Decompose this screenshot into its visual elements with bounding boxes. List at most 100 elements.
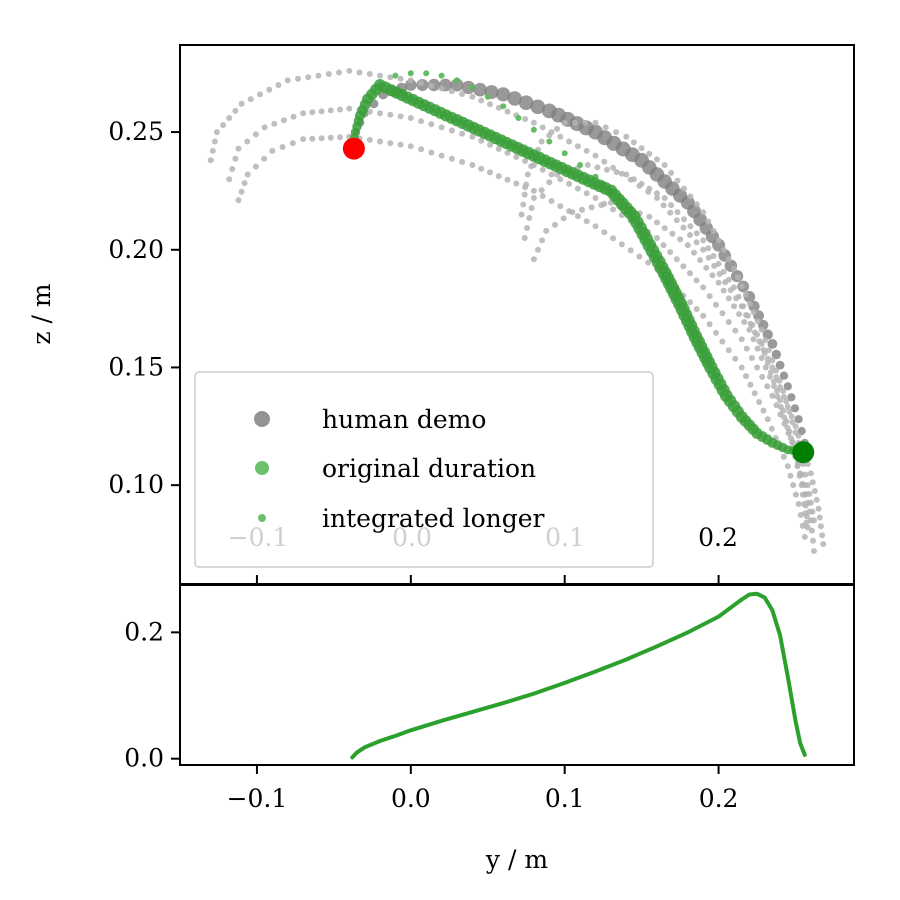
- integrated-longer-point: [407, 70, 414, 77]
- human-demo-point: [751, 390, 758, 397]
- human-demo-point: [787, 472, 794, 479]
- human-demo-point: [630, 176, 637, 183]
- human-demo-point: [806, 491, 813, 497]
- human-demo-point: [790, 404, 800, 413]
- human-demo-point: [557, 133, 564, 140]
- human-demo-point: [817, 523, 824, 530]
- human-demo-point: [539, 193, 546, 199]
- top-ytick-label: 0.20: [108, 235, 164, 264]
- integrated-longer-point: [469, 84, 476, 91]
- human-demo-point: [574, 143, 581, 150]
- human-demo-point: [700, 237, 707, 244]
- human-demo-point: [798, 482, 805, 489]
- human-demo-point: [687, 299, 693, 306]
- human-demo-point: [732, 327, 739, 334]
- human-demo-point: [405, 79, 417, 91]
- human-demo-point: [768, 425, 775, 432]
- human-demo-point: [687, 232, 693, 238]
- human-demo-point: [807, 470, 814, 477]
- human-demo-point: [710, 253, 717, 259]
- integrated-longer-point: [577, 162, 584, 168]
- human-demo-point: [271, 120, 278, 127]
- legend-marker-human-demo: [254, 411, 270, 427]
- top-data-layer: [207, 67, 827, 554]
- human-demo-point: [252, 163, 259, 170]
- human-demo-point: [654, 195, 660, 201]
- human-demo-point: [523, 181, 530, 188]
- human-demo-point: [687, 270, 693, 277]
- human-demo-point: [710, 227, 717, 234]
- human-demo-point: [552, 221, 558, 228]
- human-demo-point: [693, 277, 700, 284]
- human-demo-point: [687, 193, 694, 200]
- human-demo-point: [638, 145, 645, 152]
- human-demo-point: [539, 237, 546, 244]
- end-marker: [792, 441, 815, 464]
- human-demo-point: [535, 246, 541, 253]
- human-demo-point: [738, 283, 745, 290]
- human-demo-point: [705, 218, 712, 225]
- human-demo-point: [261, 124, 268, 131]
- human-demo-point: [630, 139, 637, 146]
- human-demo-point: [574, 185, 581, 192]
- human-demo-point: [387, 140, 394, 147]
- human-demo-point: [522, 116, 529, 122]
- human-demo-point: [731, 265, 737, 272]
- integrated-longer-point: [530, 126, 537, 133]
- human-demo-point: [697, 257, 704, 264]
- human-demo-point: [802, 471, 809, 478]
- human-demo-point: [407, 115, 414, 121]
- human-demo-point: [680, 224, 687, 231]
- human-demo-point: [736, 311, 743, 318]
- human-demo-point: [681, 185, 687, 192]
- human-demo-point: [769, 392, 776, 399]
- human-demo-point: [305, 74, 312, 81]
- top-x-tick-labels: −0.1 0.0 0.1 0.2: [228, 523, 738, 552]
- human-demo-point: [232, 107, 239, 114]
- human-demo-point: [764, 383, 771, 390]
- human-demo-point: [594, 164, 601, 171]
- human-demo-point: [816, 514, 823, 521]
- human-demo-point: [725, 347, 732, 354]
- human-demo-point: [804, 482, 811, 489]
- human-demo-point: [738, 336, 745, 343]
- human-demo-point: [504, 108, 511, 115]
- human-demo-point: [759, 373, 766, 380]
- human-demo-point: [592, 152, 599, 159]
- human-demo-point: [700, 284, 707, 291]
- human-demo-point: [743, 345, 750, 352]
- human-demo-point: [518, 95, 534, 110]
- human-demo-point: [746, 326, 753, 333]
- human-demo-point: [530, 119, 537, 126]
- human-demo-point: [787, 435, 794, 442]
- human-demo-point: [792, 423, 799, 430]
- human-demo-point: [366, 136, 373, 143]
- human-demo-point: [613, 169, 620, 176]
- human-demo-point: [715, 279, 722, 286]
- human-demo-point: [660, 202, 667, 209]
- human-demo-point: [448, 127, 455, 134]
- human-demo-point: [794, 463, 801, 470]
- human-demo-point: [725, 256, 732, 263]
- human-demo-point: [601, 229, 608, 236]
- human-demo-point: [530, 256, 537, 263]
- bottom-ticks: −0.1 0.0 0.1 0.2 0.0 0.2: [124, 575, 738, 813]
- human-demo-point: [687, 223, 694, 230]
- human-demo-point: [495, 173, 502, 180]
- human-demo-point: [279, 144, 286, 150]
- human-demo-point: [705, 254, 712, 261]
- human-demo-point: [546, 132, 553, 139]
- human-demo-point: [646, 213, 653, 220]
- human-demo-point: [700, 209, 707, 216]
- human-demo-point: [746, 300, 753, 307]
- human-demo-point: [706, 293, 713, 300]
- human-demo-point: [366, 71, 373, 77]
- human-demo-point: [774, 388, 781, 394]
- faded-xtick-label: 0.1: [545, 523, 585, 552]
- human-demo-point: [713, 329, 719, 336]
- human-demo-point: [669, 230, 676, 237]
- human-demo-point: [764, 359, 771, 366]
- human-demo-point: [530, 99, 546, 115]
- human-demo-point: [807, 499, 814, 506]
- bottom-series-line: [350, 591, 807, 760]
